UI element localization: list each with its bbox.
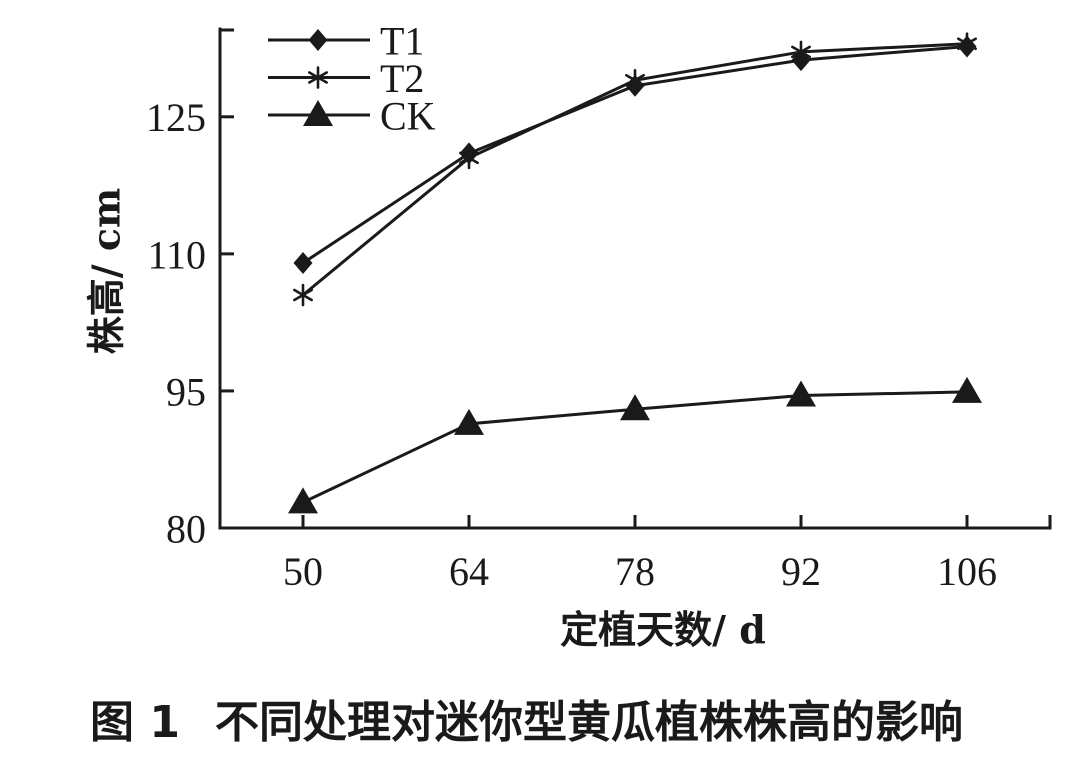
asterisk-icon xyxy=(957,32,977,56)
x-tick-label: 92 xyxy=(781,549,821,594)
series-t2-point xyxy=(957,32,977,56)
series-t2 xyxy=(293,32,977,307)
legend-marker xyxy=(303,100,333,126)
x-tick-label: 106 xyxy=(937,549,997,594)
asterisk-icon xyxy=(625,68,645,92)
legend-item-t2: T2 xyxy=(268,56,424,101)
asterisk-icon xyxy=(293,283,313,307)
legend-marker xyxy=(308,29,328,51)
triangle-icon xyxy=(454,408,484,435)
triangle-icon xyxy=(303,100,333,126)
series-t1-point xyxy=(293,252,313,275)
diamond-icon xyxy=(308,29,328,51)
y-tick-label: 110 xyxy=(147,232,206,277)
x-axis-title: 定植天数/ d xyxy=(560,607,766,652)
series-t2-point xyxy=(625,68,645,92)
legend-label: CK xyxy=(380,93,436,138)
asterisk-stroke xyxy=(459,151,479,165)
axes xyxy=(218,27,1052,530)
figure-caption: 不同处理对迷你型黄瓜植株株高的影响 xyxy=(215,697,963,748)
x-tick-label: 50 xyxy=(283,549,323,594)
asterisk-icon xyxy=(459,146,479,170)
triangle-icon xyxy=(620,394,650,421)
series-ck xyxy=(288,376,982,514)
diamond-icon xyxy=(293,252,313,275)
axis-ticks: 80 95 110 125 50 64 78 92 106 xyxy=(146,95,997,594)
y-axis-title: 株高/ cm xyxy=(84,188,129,354)
legend-label: T1 xyxy=(380,18,424,63)
series-t2-point xyxy=(791,40,811,64)
series-ck-point xyxy=(454,408,484,435)
y-tick-label: 125 xyxy=(146,95,206,140)
series-ck-point xyxy=(620,394,650,421)
legend-label: T2 xyxy=(380,56,424,101)
asterisk-stroke xyxy=(293,288,313,302)
y-tick-label: 80 xyxy=(166,506,206,551)
series-layer xyxy=(288,32,982,514)
triangle-icon xyxy=(288,487,318,514)
asterisk-stroke xyxy=(957,37,977,51)
series-ck-point xyxy=(952,376,982,403)
figure-number: 图 1 xyxy=(90,697,180,748)
triangle-icon xyxy=(786,380,816,407)
asterisk-icon xyxy=(791,40,811,64)
series-t2-point xyxy=(293,283,313,307)
asterisk-stroke xyxy=(625,73,645,87)
series-ck-point xyxy=(288,487,318,514)
x-tick-label: 64 xyxy=(449,549,489,594)
asterisk-stroke xyxy=(791,45,811,59)
legend-marker xyxy=(308,66,328,89)
legend-item-ck: CK xyxy=(268,93,436,138)
triangle-icon xyxy=(952,376,982,403)
x-tick-label: 78 xyxy=(615,549,655,594)
asterisk-stroke xyxy=(308,71,328,84)
asterisk-icon xyxy=(308,66,328,89)
series-t2-point xyxy=(459,146,479,170)
legend-item-t1: T1 xyxy=(268,18,424,63)
y-tick-label: 95 xyxy=(166,369,206,414)
series-ck-point xyxy=(786,380,816,407)
